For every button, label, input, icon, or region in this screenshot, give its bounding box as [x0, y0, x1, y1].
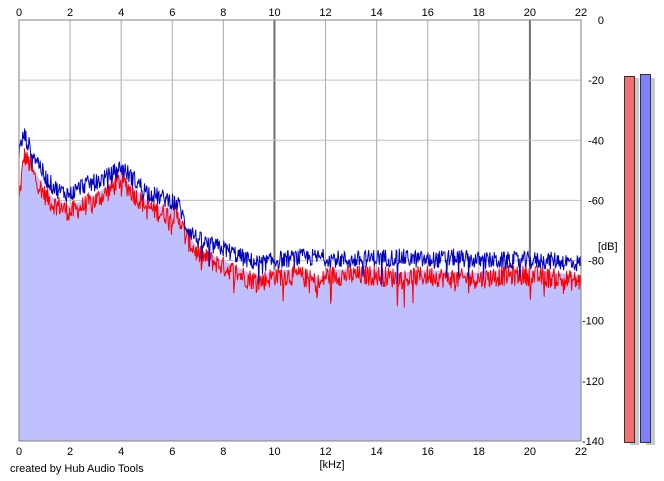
y-tick-labels: 0 -20 -40 -60 -80 -100 -120 -140	[582, 15, 604, 448]
x-tick-label-top: 0	[16, 7, 22, 19]
x-tick-label-top: 8	[220, 7, 226, 19]
x-tick-label-bottom: 8	[220, 446, 226, 458]
right-channel-level-meter	[640, 74, 651, 443]
series-line-1	[18, 128, 582, 287]
x-tick-label-bottom: 4	[118, 446, 124, 458]
x-tick-label-top: 12	[319, 7, 331, 19]
x-tick-label-bottom: 6	[169, 446, 175, 458]
credit-text: created by Hub Audio Tools	[10, 463, 144, 475]
x-tick-label-top: 14	[371, 7, 383, 19]
x-tick-label-top: 22	[575, 7, 587, 19]
y-tick-label: -120	[582, 376, 604, 388]
x-tick-label-top: 2	[67, 7, 73, 19]
x-tick-label-top: 16	[422, 7, 434, 19]
x-tick-label-bottom: 0	[16, 446, 22, 458]
y-tick-label: -60	[588, 195, 604, 207]
x-tick-label-bottom: 2	[67, 446, 73, 458]
spectrum-series-lines	[18, 128, 582, 308]
left-channel-level-meter	[624, 75, 635, 443]
y-tick-label: -20	[588, 75, 604, 87]
x-tick-label-bottom: 12	[319, 446, 331, 458]
x-tick-label-bottom: 14	[371, 446, 383, 458]
x-tick-label-top: 18	[473, 7, 485, 19]
x-tick-label-top: 4	[118, 7, 124, 19]
x-tick-label-bottom: 20	[524, 446, 536, 458]
y-axis-label: [dB]	[598, 241, 618, 253]
series-line-0	[18, 148, 582, 308]
x-tick-label-bottom: 18	[473, 446, 485, 458]
spectrum-fill-area	[19, 150, 581, 441]
x-axis-label: [kHz]	[319, 459, 344, 471]
x-tick-label-bottom: 10	[268, 446, 280, 458]
y-tick-label: -140	[582, 436, 604, 448]
x-tick-labels-top: 0 2 4 6 8 10 12 14 16 18 20 22	[16, 7, 587, 19]
plot-area-border	[18, 19, 582, 442]
y-tick-label: -40	[588, 135, 604, 147]
x-tick-labels-bottom: 0 2 4 6 8 10 12 14 16 18 20 22	[16, 446, 587, 458]
x-tick-label-top: 6	[169, 7, 175, 19]
x-tick-label-top: 20	[524, 7, 536, 19]
x-tick-label-bottom: 22	[575, 446, 587, 458]
x-tick-label-bottom: 16	[422, 446, 434, 458]
y-tick-label: 0	[598, 15, 604, 27]
y-tick-label: -80	[588, 256, 604, 268]
y-tick-label: -100	[582, 316, 604, 328]
x-tick-label-top: 10	[268, 7, 280, 19]
